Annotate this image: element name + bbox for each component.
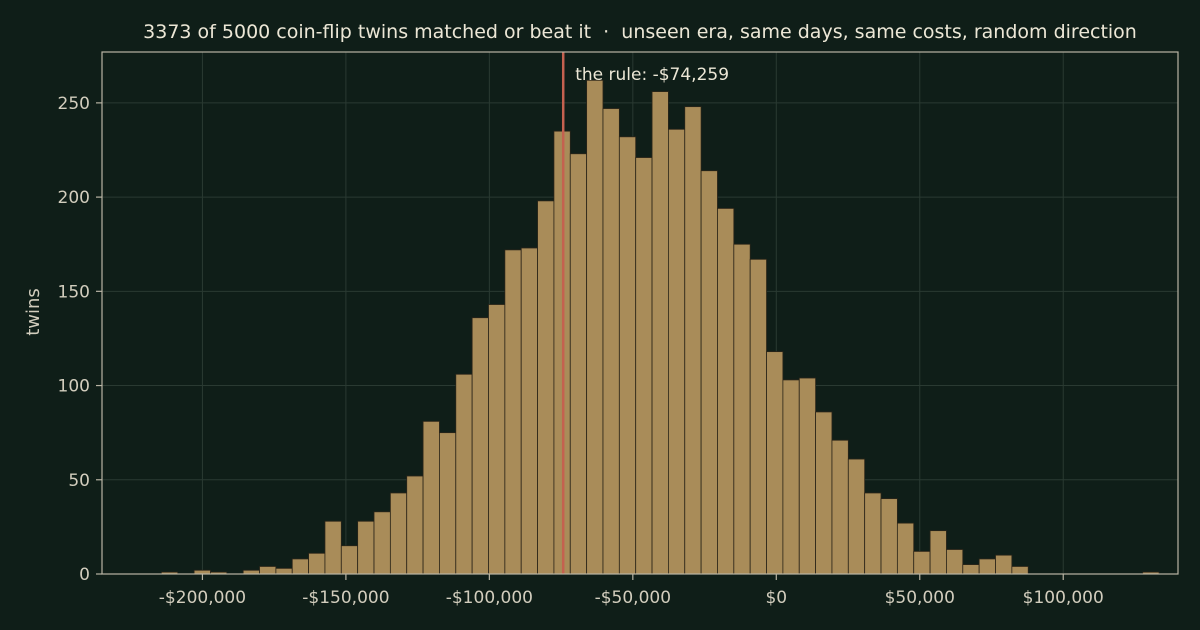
histogram-bar — [717, 208, 735, 575]
histogram-bar — [782, 379, 800, 575]
histogram-bar — [684, 106, 702, 575]
histogram-bar — [896, 522, 915, 575]
histogram-bar — [995, 554, 1013, 575]
x-tick-label: -$200,000 — [159, 588, 246, 608]
histogram-bars — [160, 79, 1160, 575]
histogram-bar — [635, 157, 653, 575]
plot-frame — [101, 51, 1179, 575]
x-tick-label: $50,000 — [885, 588, 955, 608]
histogram-bar — [389, 492, 408, 575]
y-axis-label: twins — [23, 288, 44, 336]
histogram-bar — [455, 373, 473, 575]
histogram-bar — [618, 136, 637, 575]
histogram-bar — [602, 108, 620, 575]
chart-title: 3373 of 5000 coin-flip twins matched or … — [143, 21, 1137, 43]
histogram-bar — [569, 153, 588, 575]
histogram-bar — [275, 567, 293, 575]
histogram-bar — [520, 247, 538, 575]
histogram-bar — [651, 91, 669, 575]
histogram-bar — [766, 351, 784, 575]
histogram-bar — [259, 566, 277, 575]
y-tick-label: 100 — [58, 377, 90, 397]
x-tick-label: $100,000 — [1023, 588, 1104, 608]
y-tick-label: 50 — [68, 471, 90, 491]
y-tick-label: 200 — [58, 188, 90, 208]
histogram-bar — [357, 520, 375, 575]
x-tick-label: -$100,000 — [446, 588, 533, 608]
histogram-bar — [864, 492, 882, 575]
histogram-bar — [291, 558, 309, 575]
histogram-bar — [308, 552, 326, 575]
histogram-bar — [406, 475, 424, 575]
histogram-bar — [847, 458, 866, 575]
reference-line-label: the rule: -$74,259 — [575, 65, 729, 85]
histogram-bar — [1011, 566, 1029, 575]
histogram-bar — [946, 549, 964, 575]
histogram-bar — [700, 170, 718, 575]
histogram-bar — [913, 550, 931, 575]
histogram-bar — [586, 79, 604, 575]
histogram-bar — [324, 520, 342, 575]
histogram-bar — [880, 498, 898, 575]
histogram-bar — [978, 558, 996, 575]
y-tick-label: 150 — [58, 282, 90, 302]
x-tick-label: -$50,000 — [595, 588, 671, 608]
histogram-bar — [488, 304, 506, 575]
histogram-bar — [422, 420, 440, 575]
y-tick-label: 0 — [79, 565, 90, 585]
histogram-bar — [929, 530, 947, 575]
histogram-bar — [749, 258, 767, 575]
x-tick-label: $0 — [765, 588, 787, 608]
histogram-bar — [831, 439, 849, 575]
histogram-bar — [504, 249, 522, 575]
histogram-bar — [962, 564, 980, 575]
histogram-bar — [471, 317, 489, 575]
histogram-bar — [439, 432, 457, 575]
histogram-bar — [340, 545, 359, 575]
y-tick-label: 250 — [58, 94, 90, 114]
histogram-bar — [798, 377, 817, 575]
axes: -$200,000 -$150,000 -$100,000 -$50,000 $0 $50… — [58, 51, 1179, 608]
histogram-bar — [733, 243, 751, 575]
histogram-bar — [815, 411, 833, 575]
histogram-bar — [537, 200, 555, 575]
histogram-bar — [373, 511, 391, 575]
histogram-bar — [668, 128, 686, 575]
reference-line-group: the rule: -$74,259 — [561, 52, 729, 574]
x-tick-label: -$150,000 — [302, 588, 389, 608]
